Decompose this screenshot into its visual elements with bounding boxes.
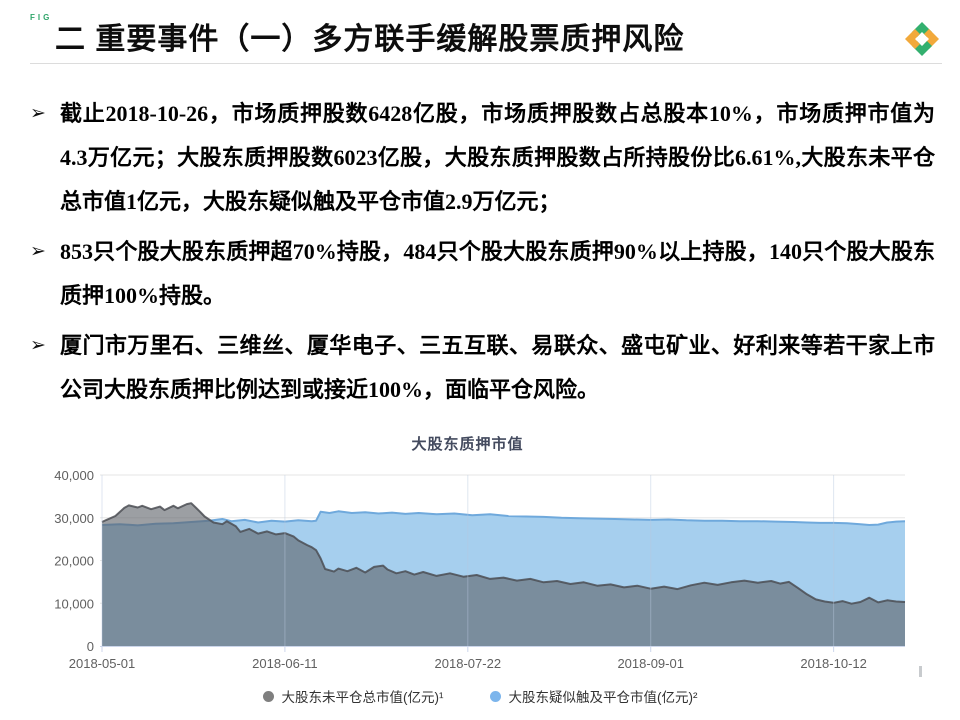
svg-text:2018-06-11: 2018-06-11 [252,656,318,671]
legend-label: 大股东未平仓总市值(亿元)¹ [281,690,444,705]
svg-text:30,000: 30,000 [54,511,94,526]
fig-eyebrow-label: FIG [30,13,53,22]
bullet-item: ➢ 截止2018-10-26，市场质押股数6428亿股，市场质押股数占总股本10… [30,92,935,224]
bullet-list: ➢ 截止2018-10-26，市场质押股数6428亿股，市场质押股数占总股本10… [30,92,935,418]
bullet-item: ➢ 853只个股大股东质押超70%持股，484只个股大股东质押90%以上持股，1… [30,230,935,318]
pinwheel-logo-icon [905,22,939,56]
page-corner-mark [919,666,922,677]
svg-text:2018-10-12: 2018-10-12 [800,656,867,671]
legend-dot-gray-icon [262,690,274,702]
svg-text:2018-05-01: 2018-05-01 [69,656,136,671]
legend-item-unclosed: 大股东未平仓总市值(亿元)¹ [262,686,444,706]
bullet-arrow-icon: ➢ [30,103,46,124]
title-underline [30,63,942,64]
svg-text:2018-07-22: 2018-07-22 [435,656,502,671]
svg-text:0: 0 [87,639,94,654]
legend-label: 大股东疑似触及平仓市值(亿元)² [508,690,698,705]
bullet-arrow-icon: ➢ [30,241,46,262]
page-title: 二 重要事件（一）多方联手缓解股票质押风险 [55,23,685,56]
bullet-text: 厦门市万里石、三维丝、厦华电子、三五互联、易联众、盛屯矿业、好利来等若干家上市公… [60,333,935,402]
chart-legend: 大股东未平仓总市值(亿元)¹ 大股东疑似触及平仓市值(亿元)² [0,686,960,706]
bullet-item: ➢ 厦门市万里石、三维丝、厦华电子、三五互联、易联众、盛屯矿业、好利来等若干家上… [30,324,935,412]
legend-item-suspected: 大股东疑似触及平仓市值(亿元)² [489,686,698,706]
legend-dot-blue-icon [489,690,501,702]
chart-title: 大股东质押市值 [411,436,524,453]
svg-text:10,000: 10,000 [54,596,94,611]
bullet-text: 截止2018-10-26，市场质押股数6428亿股，市场质押股数占总股本10%，… [60,101,935,214]
svg-text:2018-09-01: 2018-09-01 [617,656,684,671]
svg-text:20,000: 20,000 [54,554,94,569]
bullet-arrow-icon: ➢ [30,335,46,356]
bullet-text: 853只个股大股东质押超70%持股，484只个股大股东质押90%以上持股，140… [60,239,935,308]
svg-text:40,000: 40,000 [54,468,94,483]
